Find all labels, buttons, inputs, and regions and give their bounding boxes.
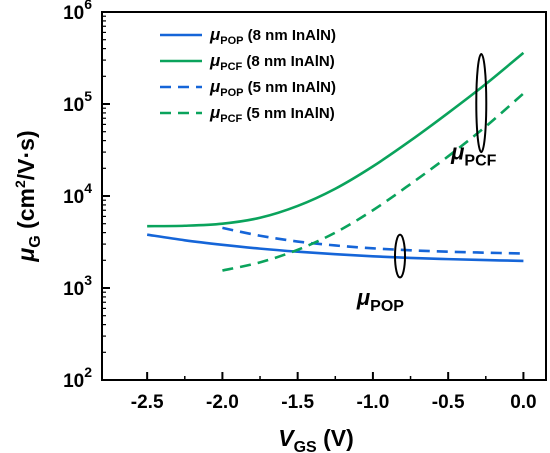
y-tick-exponent: 2 <box>84 364 92 380</box>
legend-label-main: μ <box>209 103 221 122</box>
y-tick-label: 106 <box>63 0 92 24</box>
annotation-label-sub: PCF <box>464 152 496 169</box>
annotation-ellipse-1 <box>475 52 488 154</box>
y-tick-exponent: 4 <box>84 180 92 196</box>
y-axis-title-unit-end: /V·s) <box>13 130 39 180</box>
x-tick-label: -0.5 <box>432 392 465 413</box>
legend-label-main: μ <box>209 77 221 96</box>
y-tick-base: 10 <box>63 279 84 300</box>
y-axis-title-main: μ <box>13 248 39 263</box>
legend-label-sub: POP <box>220 35 243 47</box>
x-tick-label: -1.0 <box>357 392 390 413</box>
y-tick-base: 10 <box>63 187 84 208</box>
legend-label-1: μPOP (8 nm InAlN) <box>209 25 336 47</box>
axes: -2.5 -2.0 -1.5 -1.0 -0.5 0.0102103104105106VG… <box>12 0 547 453</box>
series-line-4 <box>222 92 525 272</box>
annotation-label-sub: POP <box>370 298 404 315</box>
y-axis-title: μG (cm2/V·s) <box>12 130 44 262</box>
y-axis-title-unit: (cm <box>13 188 39 235</box>
legend-label-4: μPCF (5 nm InAlN) <box>209 103 335 125</box>
x-axis-title: VGS (V) <box>278 425 354 453</box>
y-tick-label: 104 <box>63 180 92 208</box>
x-tick-label: -2.0 <box>206 392 239 413</box>
y-tick-exponent: 5 <box>84 88 92 104</box>
y-tick-exponent: 6 <box>84 0 92 12</box>
legend-label-rest: (5 nm InAlN) <box>244 79 337 96</box>
legend-label-3: μPOP (5 nm InAlN) <box>209 77 336 99</box>
annotation-ellipse-2 <box>394 233 407 279</box>
series-line-2 <box>147 51 525 228</box>
y-axis-title-sub: G <box>27 235 44 247</box>
annotation-label-main: μ <box>356 285 370 310</box>
legend: μPOP (8 nm InAlN)μPCF (8 nm InAlN)μPOP (… <box>160 25 336 125</box>
annotation-label-2: μPOP <box>356 285 404 315</box>
series-line-3 <box>222 226 524 255</box>
legend-label-rest: (8 nm InAlN) <box>242 53 335 70</box>
legend-label-sub: PCF <box>220 61 242 73</box>
x-axis-title-sub: GS <box>294 439 317 453</box>
y-tick-exponent: 3 <box>84 272 92 288</box>
annotation-label-1: μPCF <box>450 139 497 169</box>
x-tick-label: 0.0 <box>510 392 536 413</box>
y-tick-base: 10 <box>63 371 84 392</box>
legend-label-sub: PCF <box>220 113 242 125</box>
legend-label-main: μ <box>209 25 221 44</box>
y-tick-label: 105 <box>63 88 92 116</box>
legend-label-sub: POP <box>220 87 243 99</box>
series-line-1 <box>146 233 524 263</box>
series-group <box>146 51 525 272</box>
y-tick-label: 102 <box>63 364 92 392</box>
x-tick-label: -1.5 <box>281 392 314 413</box>
x-axis-title-unit: (V) <box>317 425 354 451</box>
y-tick-label: 103 <box>63 272 92 300</box>
x-axis-title-main: V <box>278 425 295 451</box>
annotation-label-main: μ <box>450 139 464 164</box>
legend-label-main: μ <box>209 51 221 70</box>
y-axis-title-sup: 2 <box>12 180 28 188</box>
y-tick-base: 10 <box>63 95 84 116</box>
legend-label-rest: (8 nm InAlN) <box>244 27 337 44</box>
y-tick-base: 10 <box>63 3 84 24</box>
legend-label-rest: (5 nm InAlN) <box>242 105 335 122</box>
x-tick-label: -2.5 <box>131 392 164 413</box>
legend-label-2: μPCF (8 nm InAlN) <box>209 51 335 73</box>
